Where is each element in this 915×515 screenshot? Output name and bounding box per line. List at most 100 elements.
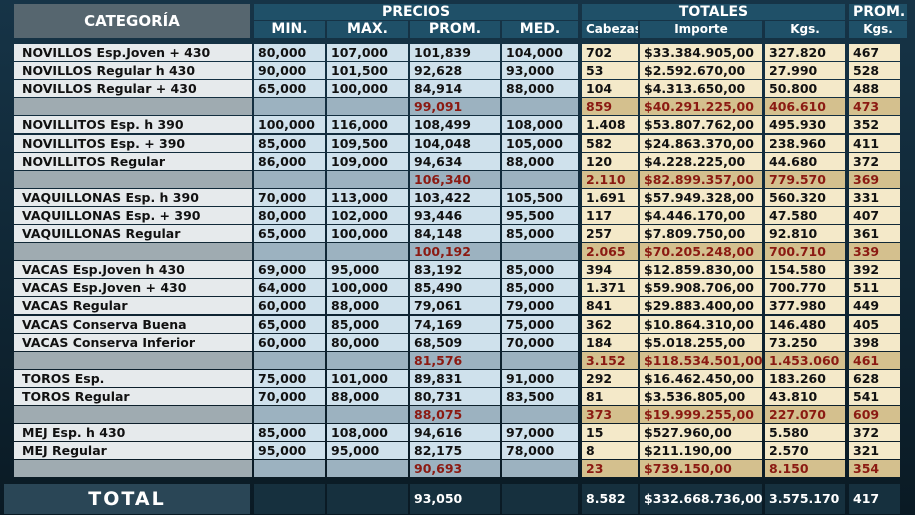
subtotal-empty xyxy=(327,243,408,261)
value-cell: 89,831 xyxy=(410,369,500,387)
header-totals: TOTALES xyxy=(582,4,845,20)
value-cell: 95,000 xyxy=(327,261,408,279)
subtotal-cell: 779.570 xyxy=(765,170,845,188)
value-cell: 449 xyxy=(849,297,900,315)
subtotal-empty xyxy=(254,406,325,423)
column-header: PROM. xyxy=(410,21,500,38)
value-cell: 105,500 xyxy=(502,188,578,206)
value-cell: 88,000 xyxy=(327,387,408,405)
subtotal-empty xyxy=(327,98,408,116)
value-cell: 184 xyxy=(582,333,638,351)
value-cell: 1.691 xyxy=(582,188,638,206)
value-cell: 100,000 xyxy=(327,80,408,98)
value-cell: 392 xyxy=(849,261,900,279)
value-cell: 84,914 xyxy=(410,80,500,98)
value-cell: 327.820 xyxy=(765,44,845,61)
subtotal-cell: 23 xyxy=(582,460,638,478)
value-cell: 104,000 xyxy=(502,44,578,61)
value-cell: 108,499 xyxy=(410,116,500,134)
column-header: Cabezas xyxy=(582,21,638,38)
value-cell: 101,000 xyxy=(327,369,408,387)
value-cell: 108,000 xyxy=(327,424,408,442)
value-cell: $10.864.310,00 xyxy=(640,315,762,333)
value-cell: $16.462.450,00 xyxy=(640,369,762,387)
value-cell: 377.980 xyxy=(765,297,845,315)
subtotal-empty xyxy=(254,170,325,188)
value-cell: $53.807.762,00 xyxy=(640,116,762,134)
subtotal-empty xyxy=(14,351,252,369)
value-cell: 83,192 xyxy=(410,261,500,279)
subtotal-empty xyxy=(14,170,252,188)
subtotal-empty xyxy=(254,460,325,478)
value-cell: $29.883.400,00 xyxy=(640,297,762,315)
subtotal-cell: 1.453.060 xyxy=(765,351,845,369)
value-cell: 100,000 xyxy=(254,116,325,134)
subtotal-cell: 8.150 xyxy=(765,460,845,478)
subtotal-cell: $19.999.255,00 xyxy=(640,406,762,423)
category-cell: MEJ Esp. h 430 xyxy=(14,424,252,442)
subtotal-cell: 473 xyxy=(849,98,900,116)
category-cell: NOVILLOS Esp.Joven + 430 xyxy=(14,44,252,61)
value-cell: $4.228.225,00 xyxy=(640,152,762,170)
value-cell: 79,000 xyxy=(502,297,578,315)
value-cell: 65,000 xyxy=(254,225,325,242)
value-cell: 361 xyxy=(849,225,900,242)
value-cell: 70,000 xyxy=(254,188,325,206)
subtotal-cell: 2.110 xyxy=(582,170,638,188)
value-cell: $3.536.805,00 xyxy=(640,387,762,405)
value-cell: $2.592.670,00 xyxy=(640,62,762,80)
value-cell: 80,000 xyxy=(254,206,325,224)
value-cell: 107,000 xyxy=(327,44,408,61)
value-cell: $527.960,00 xyxy=(640,424,762,442)
value-cell: 69,000 xyxy=(254,261,325,279)
subtotal-cell: 88,075 xyxy=(410,406,500,423)
value-cell: 50.800 xyxy=(765,80,845,98)
subtotal-cell: 99,091 xyxy=(410,98,500,116)
subtotal-cell: 81,576 xyxy=(410,351,500,369)
value-cell: 238.960 xyxy=(765,134,845,152)
value-cell: 92.810 xyxy=(765,225,845,242)
value-cell: $211.190,00 xyxy=(640,442,762,460)
total-empty xyxy=(254,484,325,514)
value-cell: 95,000 xyxy=(327,442,408,460)
subtotal-empty xyxy=(502,406,578,423)
header-average: PROM. xyxy=(849,4,907,20)
value-cell: $59.908.706,00 xyxy=(640,279,762,297)
subtotal-cell: 700.710 xyxy=(765,243,845,261)
value-cell: 85,000 xyxy=(502,279,578,297)
subtotal-cell: 339 xyxy=(849,243,900,261)
subtotal-cell: 369 xyxy=(849,170,900,188)
value-cell: 702 xyxy=(582,44,638,61)
value-cell: 70,000 xyxy=(502,333,578,351)
subtotal-empty xyxy=(502,460,578,478)
value-cell: 81 xyxy=(582,387,638,405)
value-cell: 90,000 xyxy=(254,62,325,80)
value-cell: 116,000 xyxy=(327,116,408,134)
subtotal-cell: $40.291.225,00 xyxy=(640,98,762,116)
value-cell: 257 xyxy=(582,225,638,242)
total-empty xyxy=(327,484,408,514)
value-cell: 1.371 xyxy=(582,279,638,297)
value-cell: 82,175 xyxy=(410,442,500,460)
total-cell: 8.582 xyxy=(582,484,638,514)
value-cell: $33.384.905,00 xyxy=(640,44,762,61)
value-cell: 85,000 xyxy=(254,134,325,152)
value-cell: 80,731 xyxy=(410,387,500,405)
subtotal-empty xyxy=(502,243,578,261)
value-cell: 44.680 xyxy=(765,152,845,170)
subtotal-cell: 227.070 xyxy=(765,406,845,423)
value-cell: 372 xyxy=(849,152,900,170)
value-cell: 75,000 xyxy=(502,315,578,333)
value-cell: 394 xyxy=(582,261,638,279)
subtotal-empty xyxy=(502,351,578,369)
value-cell: 700.770 xyxy=(765,279,845,297)
value-cell: 560.320 xyxy=(765,188,845,206)
category-cell: NOVILLOS Regular h 430 xyxy=(14,62,252,80)
value-cell: 65,000 xyxy=(254,80,325,98)
value-cell: 84,148 xyxy=(410,225,500,242)
value-cell: $12.859.830,00 xyxy=(640,261,762,279)
value-cell: 65,000 xyxy=(254,315,325,333)
value-cell: 85,000 xyxy=(502,225,578,242)
total-cell: $332.668.736,00 xyxy=(640,484,762,514)
value-cell: 97,000 xyxy=(502,424,578,442)
